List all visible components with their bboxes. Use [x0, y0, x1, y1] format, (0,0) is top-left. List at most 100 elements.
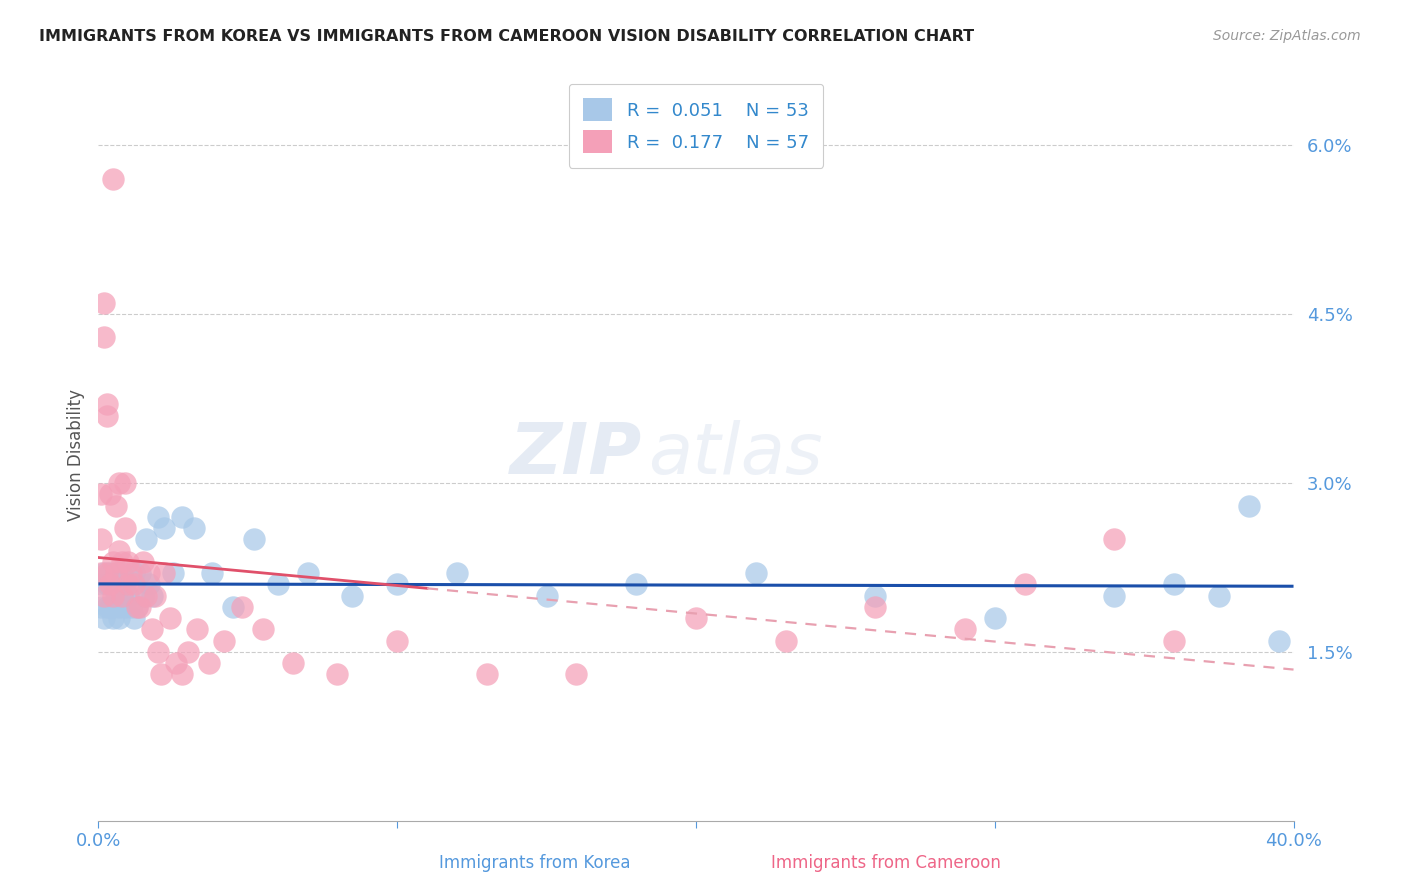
Point — [103, 555, 125, 569]
Point — [162, 566, 184, 580]
Point — [141, 589, 163, 603]
Point — [138, 577, 160, 591]
Point — [124, 566, 146, 580]
Point — [138, 566, 160, 580]
Point — [105, 589, 128, 603]
Point — [172, 667, 194, 681]
Point — [90, 577, 112, 591]
Point — [984, 611, 1007, 625]
Point — [120, 599, 142, 614]
Point — [120, 566, 142, 580]
Point — [536, 589, 558, 603]
Point — [475, 667, 498, 681]
Point — [127, 599, 149, 614]
Point — [129, 566, 152, 580]
Point — [117, 577, 139, 591]
Point — [165, 656, 187, 670]
Point — [135, 589, 157, 603]
Point — [96, 397, 118, 411]
Point — [108, 543, 131, 558]
Point — [143, 589, 166, 603]
Point — [865, 599, 887, 614]
Point — [1104, 589, 1126, 603]
Y-axis label: Vision Disability: Vision Disability — [66, 389, 84, 521]
Point — [103, 611, 125, 625]
Point — [231, 599, 253, 614]
Point — [108, 611, 131, 625]
Point — [159, 611, 181, 625]
Point — [96, 409, 118, 423]
Point — [105, 566, 128, 580]
Point — [108, 577, 131, 591]
Point — [1163, 633, 1185, 648]
Point — [1014, 577, 1036, 591]
Legend: R =  0.051    N = 53, R =  0.177    N = 57: R = 0.051 N = 53, R = 0.177 N = 57 — [569, 84, 823, 168]
Point — [212, 633, 235, 648]
Point — [685, 611, 707, 625]
Point — [177, 645, 200, 659]
Point — [90, 566, 112, 580]
Text: ZIP: ZIP — [510, 420, 643, 490]
Point — [103, 599, 125, 614]
Point — [96, 599, 118, 614]
Point — [127, 599, 149, 614]
Point — [141, 623, 163, 637]
Point — [93, 330, 115, 344]
Point — [93, 566, 115, 580]
Point — [326, 667, 349, 681]
Point — [565, 667, 588, 681]
Point — [1267, 633, 1289, 648]
Point — [243, 533, 266, 547]
Point — [183, 521, 205, 535]
Point — [446, 566, 468, 580]
Text: Immigrants from Cameroon: Immigrants from Cameroon — [770, 855, 1001, 872]
Point — [148, 509, 170, 524]
Point — [1237, 499, 1260, 513]
Point — [745, 566, 768, 580]
Point — [114, 599, 136, 614]
Point — [96, 566, 118, 580]
Text: IMMIGRANTS FROM KOREA VS IMMIGRANTS FROM CAMEROON VISION DISABILITY CORRELATION : IMMIGRANTS FROM KOREA VS IMMIGRANTS FROM… — [39, 29, 974, 44]
Point — [132, 555, 155, 569]
Point — [775, 633, 797, 648]
Point — [111, 589, 134, 603]
Point — [153, 566, 176, 580]
Point — [281, 656, 304, 670]
Point — [98, 599, 122, 614]
Point — [103, 589, 125, 603]
Point — [117, 589, 139, 603]
Point — [98, 577, 122, 591]
Point — [953, 623, 976, 637]
Text: Immigrants from Korea: Immigrants from Korea — [439, 855, 630, 872]
Point — [108, 476, 131, 491]
Point — [114, 521, 136, 535]
Point — [108, 599, 131, 614]
Point — [117, 555, 139, 569]
Point — [124, 611, 146, 625]
Point — [103, 577, 125, 591]
Point — [90, 487, 112, 501]
Point — [114, 577, 136, 591]
Point — [93, 589, 115, 603]
Point — [135, 533, 157, 547]
Point — [1104, 533, 1126, 547]
Text: atlas: atlas — [648, 420, 823, 490]
Point — [198, 656, 221, 670]
Point — [153, 521, 176, 535]
Point — [267, 577, 290, 591]
Point — [105, 499, 128, 513]
Point — [114, 476, 136, 491]
Point — [1163, 577, 1185, 591]
Point — [111, 566, 134, 580]
Point — [865, 589, 887, 603]
Point — [201, 566, 224, 580]
Point — [172, 509, 194, 524]
Point — [96, 577, 118, 591]
Point — [222, 599, 245, 614]
Point — [111, 555, 134, 569]
Point — [98, 566, 122, 580]
Point — [132, 589, 155, 603]
Point — [148, 645, 170, 659]
Point — [93, 296, 115, 310]
Point — [111, 589, 134, 603]
